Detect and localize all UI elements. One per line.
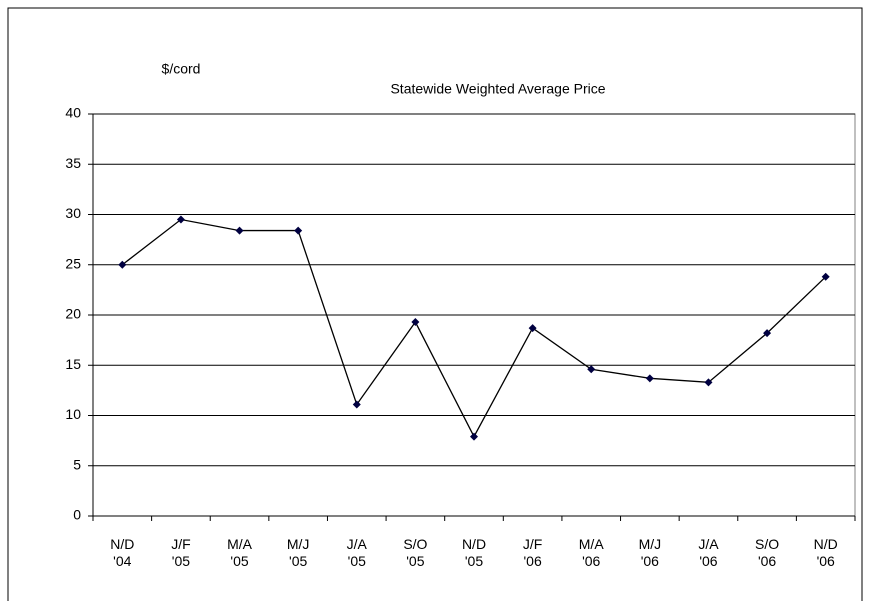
- x-tick-label: N/D '04: [110, 536, 135, 569]
- y-tick-label: 25: [65, 255, 81, 271]
- y-tick-label: 0: [73, 507, 81, 523]
- data-point: [352, 400, 361, 409]
- y-axis-label: $/cord: [162, 61, 201, 77]
- data-point: [176, 215, 185, 224]
- x-tick-label: S/O '05: [403, 536, 428, 569]
- chart-title: Statewide Weighted Average Price: [390, 81, 605, 97]
- data-point: [294, 226, 303, 235]
- x-tick-label: S/O '06: [755, 536, 780, 569]
- x-tick-label: N/D '05: [461, 536, 487, 569]
- x-tick-label: M/A '05: [227, 536, 252, 569]
- data-point: [587, 365, 596, 374]
- data-point: [763, 329, 772, 338]
- data-point: [645, 374, 654, 383]
- y-tick-label: 10: [65, 406, 81, 422]
- x-tick-label: J/A '05: [346, 536, 367, 569]
- x-tick-label: J/A '06: [698, 536, 719, 569]
- x-tick-label: M/J '05: [286, 536, 310, 569]
- chart-frame: [7, 7, 863, 601]
- x-tick-label: J/F '06: [522, 536, 543, 569]
- y-tick-label: 30: [65, 205, 81, 221]
- x-tick-label: J/F '05: [171, 536, 191, 569]
- data-point: [704, 378, 713, 387]
- data-point: [470, 432, 478, 441]
- y-tick-label: 15: [65, 356, 81, 372]
- x-tick-label: M/A '06: [578, 536, 604, 569]
- y-tick-label: 35: [65, 155, 81, 171]
- x-tick-label: N/D '06: [813, 536, 838, 569]
- y-tick-label: 40: [65, 105, 81, 121]
- data-point: [118, 260, 127, 269]
- x-tick-label: M/J '06: [638, 536, 662, 569]
- data-point: [528, 324, 537, 333]
- data-point: [821, 272, 830, 281]
- y-tick-label: 5: [73, 456, 81, 472]
- y-tick-label: 20: [65, 306, 81, 322]
- data-point: [235, 226, 244, 235]
- data-line: [121, 218, 827, 439]
- data-point: [411, 318, 420, 327]
